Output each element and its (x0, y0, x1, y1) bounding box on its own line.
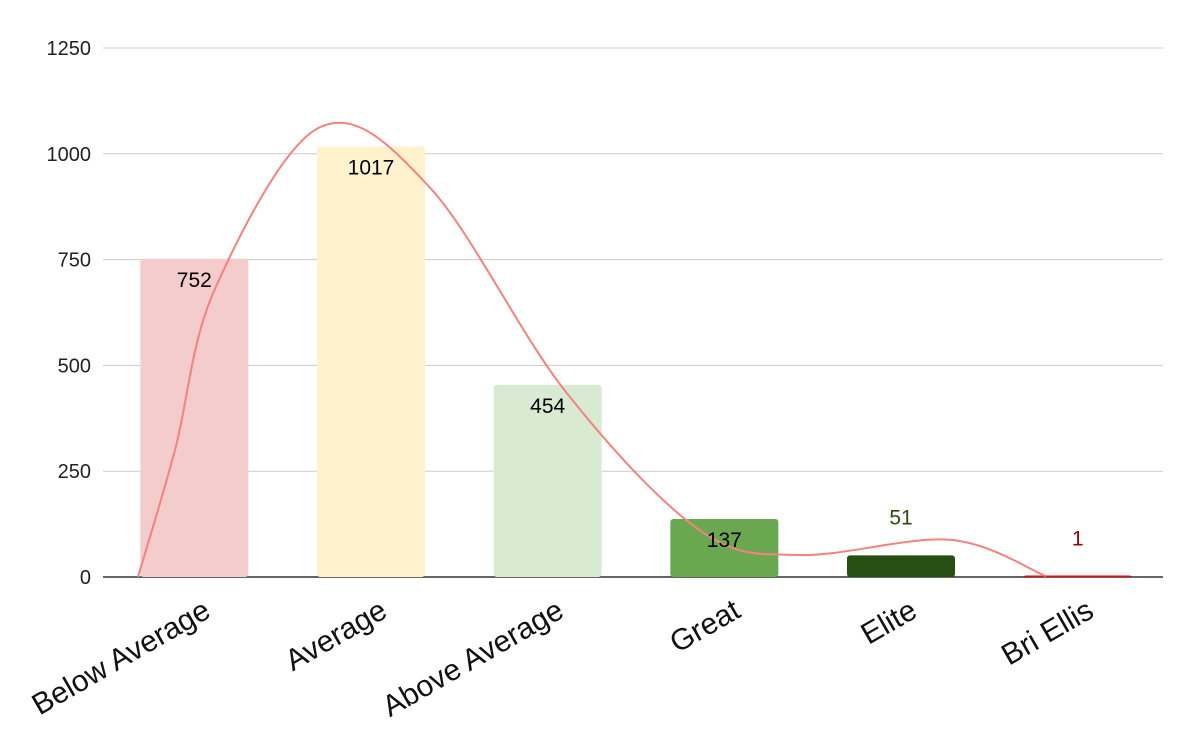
bar (317, 146, 425, 578)
y-tick-label: 250 (58, 461, 91, 483)
bars (140, 146, 1132, 578)
x-category-label: Average (280, 593, 393, 677)
data-label: 454 (530, 395, 565, 418)
gridlines (103, 47, 1163, 578)
data-label: 752 (177, 269, 212, 292)
y-tick-label: 1250 (47, 38, 92, 60)
data-labels: 752 1017 454 137 51 1 (177, 157, 1084, 552)
y-tick-label: 750 (58, 250, 91, 272)
data-label: 1 (1072, 528, 1084, 551)
y-tick-label: 0 (80, 567, 91, 589)
bar (140, 258, 249, 577)
x-category-label: Great (664, 593, 746, 659)
data-label: 137 (707, 529, 742, 552)
trendline-path (137, 121, 1047, 578)
data-label: 1017 (348, 157, 395, 180)
x-category-label: Below Average (26, 593, 215, 721)
bar (493, 384, 602, 577)
trendline (137, 121, 1047, 578)
bar (847, 555, 955, 577)
y-tick-label: 500 (58, 355, 91, 377)
bar (1023, 575, 1132, 577)
y-axis-ticks: 0 250 500 750 1000 1250 (47, 38, 92, 589)
data-label: 51 (889, 506, 912, 529)
y-tick-label: 1000 (47, 144, 92, 166)
x-category-label: Elite (855, 593, 922, 651)
bar (670, 519, 779, 577)
x-category-label: Bri Ellis (996, 593, 1099, 672)
x-category-label: Above Average (377, 593, 569, 723)
